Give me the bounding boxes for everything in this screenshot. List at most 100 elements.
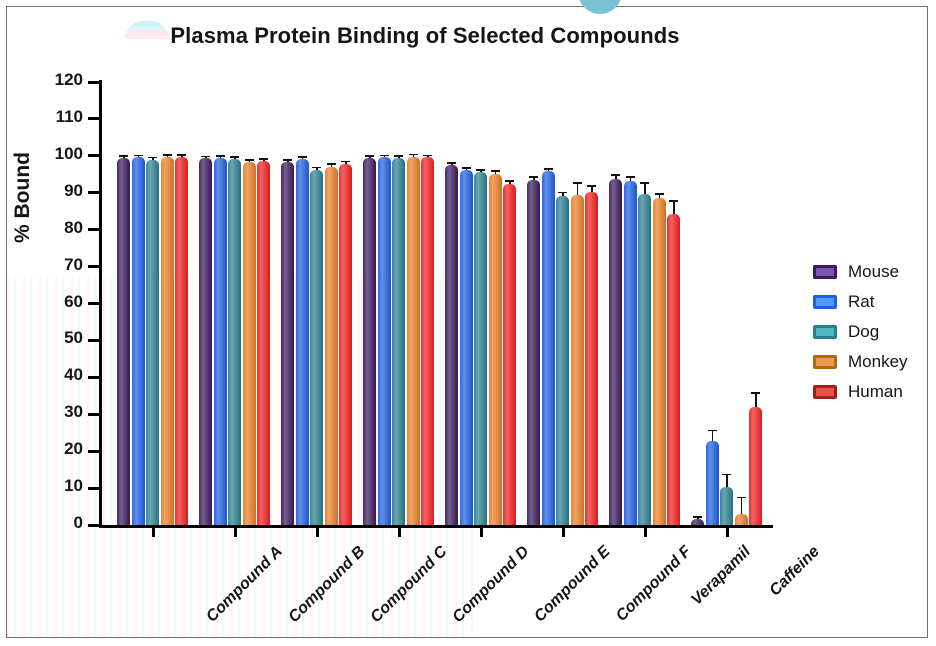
error-bar <box>697 518 699 520</box>
bar-rect <box>720 487 733 525</box>
y-tick-label: 0 <box>73 513 83 532</box>
bar[interactable] <box>324 82 338 525</box>
y-tick-mark <box>88 412 99 416</box>
bar[interactable] <box>749 82 762 525</box>
bar[interactable] <box>638 82 651 525</box>
bar[interactable] <box>199 82 212 525</box>
x-tick-label: Compound E <box>530 543 614 626</box>
bar-rect <box>570 195 584 525</box>
legend-label: Rat <box>848 292 875 311</box>
bar-rect <box>503 183 516 525</box>
bar[interactable] <box>295 82 309 525</box>
bar[interactable] <box>228 82 241 525</box>
bar[interactable] <box>570 82 584 525</box>
error-bar <box>316 168 318 170</box>
bar[interactable] <box>406 82 420 525</box>
bar-rect <box>445 165 458 525</box>
bar-rect <box>691 519 704 525</box>
y-tick-label: 30 <box>64 402 83 422</box>
bar[interactable] <box>146 82 159 525</box>
y-tick-label: 60 <box>64 291 83 311</box>
error-bar-cap <box>379 154 389 157</box>
bar[interactable] <box>541 82 555 525</box>
bar[interactable] <box>392 82 405 525</box>
bar-rect <box>474 172 487 525</box>
bar[interactable] <box>474 82 487 525</box>
bar[interactable] <box>459 82 473 525</box>
bar-rect <box>377 157 391 525</box>
y-tick-label: 50 <box>64 328 83 348</box>
error-bar <box>547 169 550 172</box>
chart-legend: Mouse Rat Dog Monkey Human <box>813 257 927 407</box>
error-bar-cap <box>572 181 582 184</box>
x-tick-label: Compound B <box>285 543 369 627</box>
legend-item[interactable]: Monkey <box>813 347 927 377</box>
x-tick-mark <box>479 525 483 537</box>
bar[interactable] <box>131 82 145 525</box>
bar[interactable] <box>363 82 376 525</box>
error-bar-cap <box>408 153 418 156</box>
legend-item[interactable]: Mouse <box>813 257 927 287</box>
y-tick-mark <box>88 117 99 121</box>
bar[interactable] <box>377 82 391 525</box>
y-tick-label: 100 <box>54 143 83 163</box>
bar[interactable] <box>585 82 598 525</box>
bar[interactable] <box>281 82 294 525</box>
bar[interactable] <box>488 82 502 525</box>
error-bar <box>330 164 333 167</box>
error-bar <box>301 158 304 160</box>
error-bar-cap <box>529 176 538 178</box>
legend-item[interactable]: Human <box>813 377 927 407</box>
bar[interactable] <box>705 82 719 525</box>
bar[interactable] <box>556 82 569 525</box>
legend-item[interactable]: Rat <box>813 287 927 317</box>
bar[interactable] <box>445 82 458 525</box>
bar[interactable] <box>652 82 666 525</box>
x-tick-mark <box>233 525 237 537</box>
bar[interactable] <box>339 82 352 525</box>
error-bar <box>398 156 400 159</box>
error-bar <box>263 159 265 162</box>
bar[interactable] <box>257 82 270 525</box>
bar[interactable] <box>720 82 733 525</box>
error-bar-cap <box>587 185 596 187</box>
bar[interactable] <box>117 82 130 525</box>
error-bar-cap <box>447 162 456 164</box>
bar[interactable] <box>503 82 516 525</box>
error-bar <box>219 156 222 158</box>
bar[interactable] <box>609 82 622 525</box>
bar[interactable] <box>213 82 227 525</box>
legend-label: Monkey <box>848 352 908 371</box>
error-bar-cap <box>693 516 702 518</box>
y-axis-title: % Bound <box>11 152 34 243</box>
y-tick-label: 80 <box>64 217 83 237</box>
bar-rect <box>310 169 323 525</box>
x-tick-mark <box>643 525 647 537</box>
bar[interactable] <box>175 82 188 525</box>
legend-swatch <box>813 385 837 399</box>
error-bar <box>576 183 579 196</box>
error-bar-cap <box>312 166 321 169</box>
error-bar <box>248 160 251 163</box>
legend-swatch <box>813 295 837 309</box>
error-bar <box>345 162 347 165</box>
error-bar-cap <box>490 170 500 172</box>
bar-rect <box>459 170 473 525</box>
bar[interactable] <box>527 82 540 525</box>
legend-item[interactable]: Dog <box>813 317 927 347</box>
error-bar-cap <box>640 182 649 184</box>
bar[interactable] <box>242 82 256 525</box>
bar[interactable] <box>160 82 174 525</box>
bar[interactable] <box>691 82 704 525</box>
error-bar-cap <box>365 154 374 157</box>
bar[interactable] <box>623 82 637 525</box>
bar[interactable] <box>310 82 323 525</box>
error-bar <box>658 194 661 198</box>
error-bar <box>562 193 564 196</box>
error-bar <box>533 178 535 180</box>
y-tick-mark <box>88 375 99 379</box>
bar[interactable] <box>421 82 434 525</box>
bar[interactable] <box>667 82 680 525</box>
bar-rect <box>638 193 651 525</box>
bar[interactable] <box>734 82 748 525</box>
